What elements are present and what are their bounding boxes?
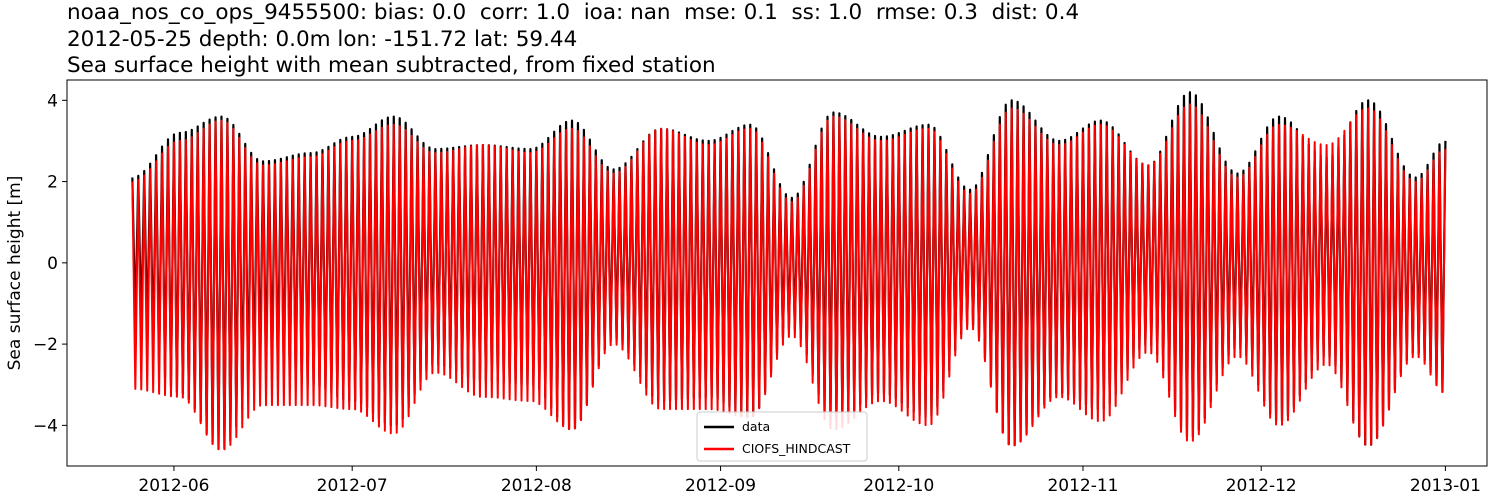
- y-tick-label: 4: [47, 91, 58, 111]
- chart-title: noaa_nos_co_ops_9455500: bias: 0.0 corr:…: [67, 0, 1487, 80]
- legend-label-data: data: [742, 419, 770, 434]
- title-line-stats: noaa_nos_co_ops_9455500: bias: 0.0 corr:…: [67, 0, 1080, 25]
- x-tick-label: 2012-10: [863, 476, 934, 496]
- series-line-ciofs-hindcast: [131, 103, 1447, 451]
- series-layer: [131, 91, 1447, 451]
- y-tick-label: −4: [33, 416, 58, 436]
- title-line-description: Sea surface height with mean subtracted,…: [67, 53, 716, 78]
- x-tick-label: 2012-11: [1047, 476, 1118, 496]
- x-tick-label: 2012-08: [501, 476, 572, 496]
- legend: data CIOFS_HINDCAST: [696, 411, 868, 462]
- x-axis: 2012-06 2012-07 2012-08 2012-09 2012-10 2012-…: [138, 466, 1481, 496]
- x-tick-label: 2012-12: [1226, 476, 1297, 496]
- x-tick-label: 2012-06: [138, 476, 209, 496]
- legend-box: [696, 411, 868, 462]
- x-tick-label: 2012-09: [685, 476, 756, 496]
- y-tick-label: 2: [47, 173, 58, 193]
- legend-label-ciofs: CIOFS_HINDCAST: [742, 441, 851, 456]
- title-line-location: 2012-05-25 depth: 0.0m lon: -151.72 lat:…: [67, 26, 578, 52]
- x-tick-label: 2012-07: [317, 476, 388, 496]
- y-axis-label: Sea surface height [m]: [5, 176, 25, 371]
- y-tick-label: −2: [33, 335, 58, 355]
- x-tick-label: 2013-01: [1410, 476, 1481, 496]
- y-tick-label: 0: [47, 254, 58, 274]
- plot-frame: [66, 79, 1488, 467]
- y-axis: −4 −2 0 2 4: [33, 91, 67, 436]
